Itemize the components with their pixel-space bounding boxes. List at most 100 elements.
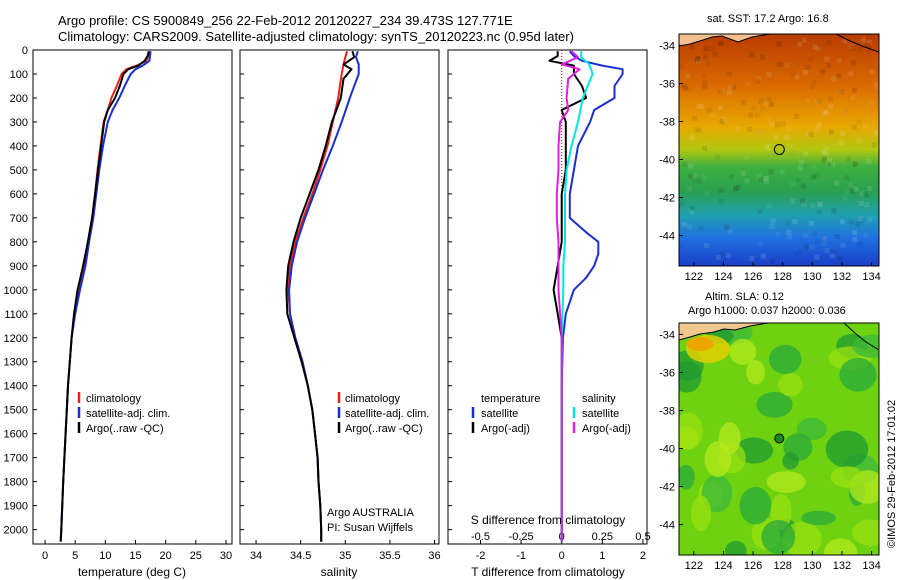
sst-speckle <box>749 52 755 58</box>
sst-speckle <box>717 89 723 95</box>
sst-speckle <box>715 254 721 260</box>
lat-tick-label: -36 <box>659 78 675 90</box>
sst-speckle <box>766 203 772 209</box>
sst-speckle <box>801 183 807 189</box>
sla-anomaly-blob <box>796 417 827 441</box>
sst-speckle <box>778 61 784 67</box>
sst-speckle <box>695 56 701 61</box>
sst-map-axes: -34 -36 -38 -40 -42 -44 122 124 126 128 130 132 134 <box>659 40 881 283</box>
sst-speckle <box>793 250 798 256</box>
depth-tick-label: 200 <box>10 93 28 105</box>
sst-speckle <box>860 36 866 42</box>
sst-speckle <box>702 80 708 86</box>
sst-speckle <box>826 39 832 45</box>
sst-speckle <box>820 69 826 75</box>
sst-speckle <box>710 112 716 118</box>
sst-speckle <box>821 235 827 241</box>
sst-speckle <box>689 135 695 140</box>
sst-speckle <box>810 203 816 209</box>
sst-speckle <box>830 253 835 259</box>
sst-speckle <box>703 54 708 60</box>
sst-speckle <box>679 64 685 70</box>
sst-speckle <box>760 253 766 259</box>
sla-anomaly-blob <box>679 360 702 393</box>
sst-speckle <box>851 87 857 93</box>
x-tick-label: 0 <box>559 550 565 562</box>
sst-speckle <box>852 237 858 243</box>
sst-speckle <box>689 206 695 211</box>
salinity-legend: climatology satellite-adj. clim. Argo(..… <box>337 392 429 435</box>
sst-speckle <box>758 177 764 183</box>
sst-speckle <box>695 56 700 62</box>
sst-speckle <box>720 252 726 258</box>
lat-tick-label: -36 <box>659 367 675 379</box>
sst-speckle <box>803 232 808 238</box>
sst-map-frame <box>678 33 880 267</box>
sst-speckle <box>823 110 828 116</box>
sst-speckle <box>756 76 762 82</box>
sst-speckle <box>802 69 808 75</box>
sst-speckle <box>820 158 826 164</box>
sst-speckle <box>776 41 782 47</box>
sst-speckle <box>763 101 768 107</box>
sst-speckle <box>797 41 802 47</box>
sst-speckle <box>747 126 753 132</box>
sst-speckle <box>683 85 688 91</box>
sst-speckle <box>858 216 864 222</box>
sst-speckle <box>801 201 807 207</box>
sst-speckle <box>803 151 809 157</box>
lat-tick-label: -44 <box>659 231 675 243</box>
depth-axis: 0 100 200 300 400 500 600 700 800 900 1000 1100 1200… <box>4 45 452 537</box>
sst-speckle <box>851 60 856 66</box>
sst-speckle <box>685 73 691 79</box>
sst-speckle <box>717 40 723 46</box>
sst-speckle <box>805 132 811 138</box>
sst-speckle <box>850 45 856 51</box>
x-tick-label: 5 <box>72 550 78 562</box>
sla-anomaly-blob <box>756 391 793 418</box>
s-difference-label: S difference from climatology <box>471 513 626 527</box>
sst-speckle <box>756 173 762 179</box>
sla-anomaly-blob <box>839 357 877 392</box>
lon-tick-label: 128 <box>774 560 792 572</box>
sst-speckle <box>828 161 833 167</box>
sst-speckle <box>836 57 842 63</box>
sst-speckle <box>695 58 701 64</box>
sla-anomaly-blob <box>691 495 711 532</box>
sst-speckle <box>687 86 693 92</box>
sst-speckle <box>788 143 793 149</box>
sst-speckle <box>820 238 826 244</box>
lon-tick-label: 124 <box>714 560 732 572</box>
sst-speckle <box>692 115 698 121</box>
sst-speckle <box>748 112 754 118</box>
sst-speckle <box>721 116 727 122</box>
sst-speckle <box>786 230 792 236</box>
depth-tick-label: 1600 <box>4 429 28 441</box>
depth-tick-label: 2000 <box>4 525 28 537</box>
sst-speckle <box>779 169 785 175</box>
sla-anomaly-blob <box>768 344 802 375</box>
sst-speckle <box>709 46 715 52</box>
x-tick-label: 0 <box>42 550 48 562</box>
sla-anomaly-blob <box>782 452 799 470</box>
sst-speckle <box>755 113 761 119</box>
sst-speckle <box>741 100 747 106</box>
series-line-argo-raw-qc- <box>285 50 356 542</box>
sst-speckle <box>726 90 732 95</box>
sst-speckle <box>717 105 723 111</box>
sst-map: -34 -36 -38 -40 -42 -44 122 124 126 128 130 132 134 <box>659 33 881 283</box>
x-tick-label: 1 <box>599 550 605 562</box>
sst-speckle <box>702 145 708 151</box>
sla-anomaly-blob <box>704 441 732 477</box>
x-tick-label: 34 <box>250 550 262 562</box>
sst-speckle <box>728 84 734 90</box>
depth-tick-label: 1800 <box>4 477 28 489</box>
sst-speckle <box>866 158 872 164</box>
salinity-panel-frame <box>239 49 440 545</box>
sst-speckle <box>858 200 864 206</box>
top-tick-label: 0.5 <box>635 531 650 543</box>
sst-speckle <box>816 98 822 104</box>
sst-speckle <box>812 44 818 50</box>
legend-title-temperature: temperature <box>481 393 540 405</box>
